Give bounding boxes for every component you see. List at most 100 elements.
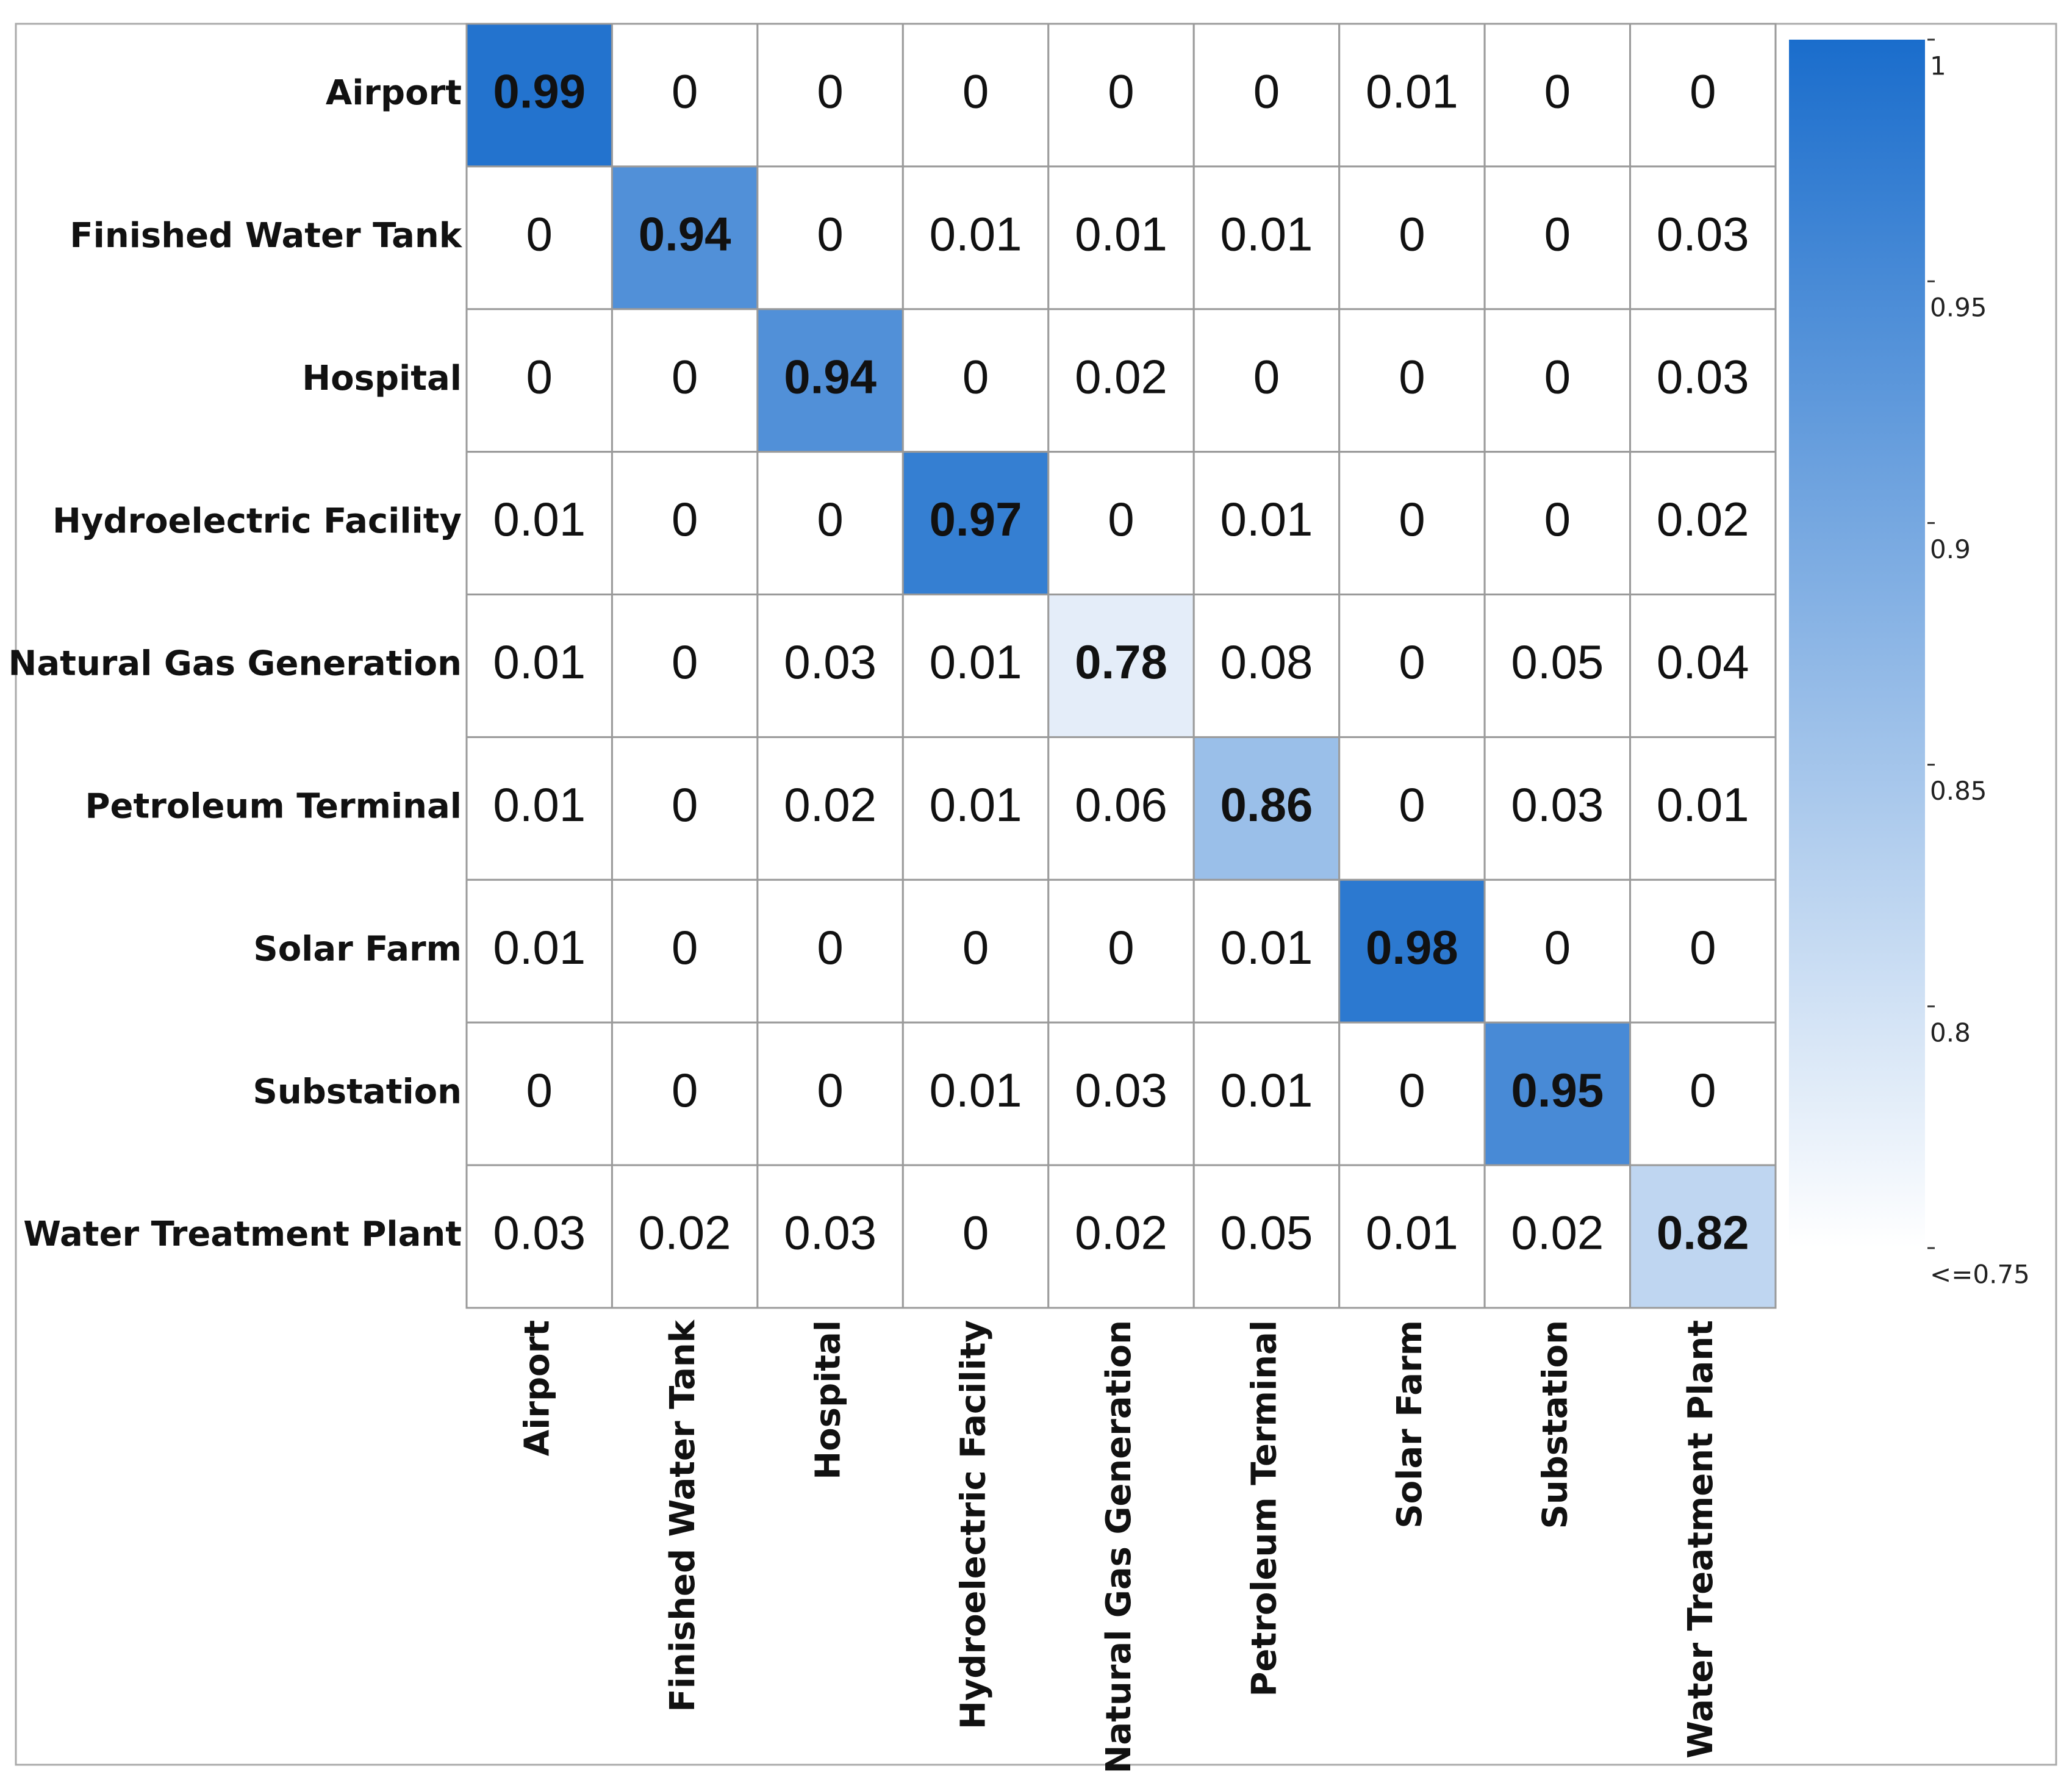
cell	[1629, 165, 1777, 310]
cell-value: 0.01	[930, 207, 1022, 260]
cell-value: 0	[1399, 635, 1425, 689]
cell	[1629, 1164, 1777, 1309]
cell	[1338, 23, 1486, 168]
cell-value: 0	[672, 921, 698, 974]
cell-value: 0.01	[930, 635, 1022, 689]
cell	[1047, 1164, 1195, 1309]
cell-value: 0	[672, 635, 698, 689]
cell-value: 0	[1544, 350, 1571, 403]
cell	[1047, 308, 1195, 453]
cell	[902, 308, 1050, 453]
cell-value: 0.05	[1221, 1206, 1313, 1260]
colorbar-tick-label: 0.95	[1930, 293, 1987, 323]
cell	[1192, 736, 1341, 881]
col-label: Natural Gas Generation	[1099, 1320, 1139, 1773]
cell-value: 0	[1544, 65, 1571, 118]
cell	[1047, 451, 1195, 596]
cell	[465, 165, 613, 310]
cell-value: 0.01	[493, 921, 586, 974]
cell	[465, 1164, 613, 1309]
colorbar-tick-label: 0.9	[1930, 534, 1971, 564]
cell	[902, 594, 1050, 738]
cell-value: 0	[963, 350, 989, 403]
cell-value: 0.03	[1511, 778, 1604, 831]
cell-value: 0	[526, 207, 553, 260]
cell-value: 0.01	[1221, 1063, 1313, 1117]
cell-value: 0.02	[1075, 350, 1167, 403]
cell	[611, 878, 759, 1024]
cell-value: 0.02	[1511, 1206, 1604, 1260]
cell-value: 0	[672, 65, 698, 118]
cell-value: 0.03	[493, 1206, 586, 1260]
cell	[1483, 451, 1632, 596]
col-label: Solar Farm	[1390, 1320, 1430, 1529]
cell	[902, 23, 1050, 168]
cell	[1629, 594, 1777, 738]
cell-value: 0.01	[1221, 207, 1313, 260]
cell-value: 0	[817, 921, 843, 974]
cell	[902, 451, 1050, 596]
row-label: Hydroelectric Facility	[52, 501, 462, 541]
cell-value: 0	[1544, 207, 1571, 260]
cell	[1483, 308, 1632, 453]
cell	[611, 594, 759, 738]
cell-value: 0.01	[1075, 207, 1167, 260]
cell-value: 0.03	[1657, 207, 1749, 260]
cell	[1483, 594, 1632, 738]
cell	[1192, 165, 1341, 310]
cell-value: 0	[1108, 492, 1134, 546]
cell-value: 0.08	[1221, 635, 1313, 689]
cell-value: 0	[1690, 921, 1716, 974]
cell	[1047, 1021, 1195, 1166]
cell	[611, 1021, 759, 1166]
cell-value: 0	[526, 1063, 553, 1117]
cell-value: 0	[963, 921, 989, 974]
cell-value: 0.95	[1511, 1063, 1604, 1117]
cell	[611, 1164, 759, 1309]
cell-value: 0.01	[493, 635, 586, 689]
row-label: Substation	[253, 1072, 462, 1111]
cell-value: 0	[1399, 350, 1425, 403]
cell	[1047, 594, 1195, 738]
cell	[1629, 878, 1777, 1024]
cell	[1047, 736, 1195, 881]
cell-value: 0.03	[1657, 350, 1749, 403]
row-label: Airport	[326, 73, 462, 113]
cell-value: 0	[1690, 1063, 1716, 1117]
cell	[1192, 23, 1341, 168]
cell-value: 0	[1108, 65, 1134, 118]
cell-value: 0	[817, 207, 843, 260]
cell	[1629, 23, 1777, 168]
col-label: Water Treatment Plant	[1681, 1320, 1721, 1759]
col-label: Finished Water Tank	[663, 1319, 703, 1712]
cell-value: 0	[1399, 492, 1425, 546]
col-label: Hydroelectric Facility	[954, 1320, 994, 1729]
col-label: Airport	[517, 1320, 557, 1456]
col-label: Hospital	[808, 1320, 848, 1480]
cell-value: 0.06	[1075, 778, 1167, 831]
colorbar-tick-label: 1	[1930, 51, 1946, 81]
cell-value: 0.02	[1075, 1206, 1167, 1260]
col-label: Petroleum Terminal	[1245, 1320, 1285, 1697]
cell-value: 0.01	[930, 778, 1022, 831]
row-label: Petroleum Terminal	[85, 787, 462, 827]
cell-value: 0	[672, 350, 698, 403]
cell-value: 0.99	[493, 65, 586, 118]
cell	[465, 736, 613, 881]
cell-value: 0	[963, 1206, 989, 1260]
cell-value: 0	[817, 1063, 843, 1117]
cell	[1338, 165, 1486, 310]
cell-value: 0.01	[1657, 778, 1749, 831]
cell-value: 0	[1399, 778, 1425, 831]
colorbar	[1789, 40, 1925, 1248]
cell-value: 0.02	[1657, 492, 1749, 546]
cell-value: 0	[1253, 350, 1280, 403]
cell-value: 0.01	[930, 1063, 1022, 1117]
cell-value: 0	[1399, 207, 1425, 260]
cell-value: 0	[1690, 65, 1716, 118]
cell	[611, 308, 759, 453]
cell-value: 0	[1253, 65, 1280, 118]
cell-value: 0.04	[1657, 635, 1749, 689]
cell-value: 0	[1544, 492, 1571, 546]
cell-value: 0.97	[930, 492, 1022, 546]
